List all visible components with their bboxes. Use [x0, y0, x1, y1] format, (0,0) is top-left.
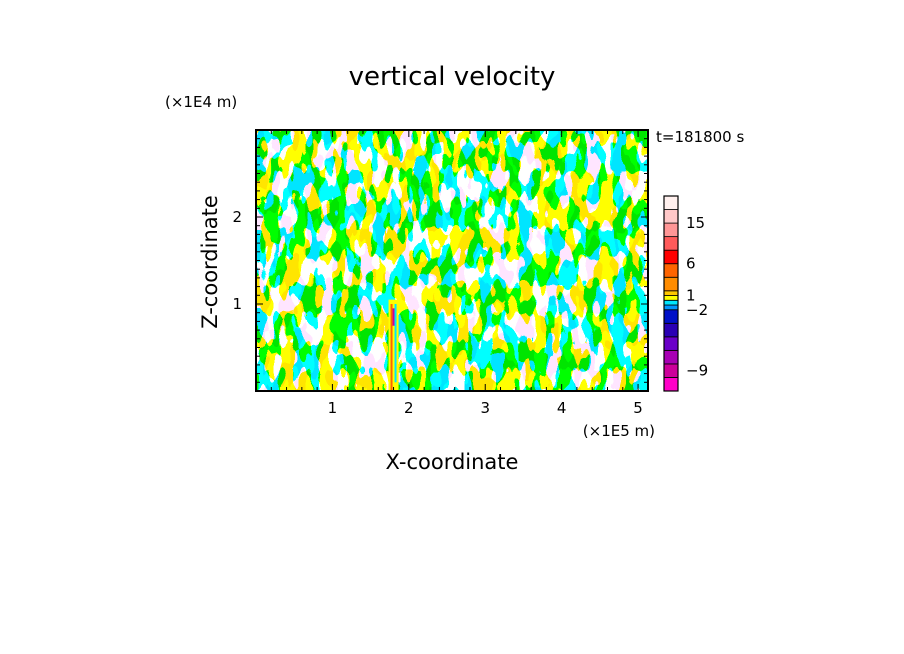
colorbar-level: [663, 336, 679, 351]
colorbar-level: [663, 263, 679, 278]
time-label: t=181800 s: [656, 128, 744, 146]
x-tick-label: 1: [328, 399, 338, 417]
colorbar-level: [663, 309, 679, 324]
y-unit-label: (×1E4 m): [165, 93, 237, 111]
y-axis-ticks: 12: [232, 138, 648, 383]
colorbar-tick-label: −9: [686, 362, 708, 380]
feature-updraft: [390, 304, 393, 391]
x-tick-label: 5: [633, 399, 643, 417]
colorbar-tick-label: 15: [686, 214, 705, 232]
feature-column: [388, 299, 399, 391]
x-tick-label: 2: [404, 399, 414, 417]
feature-core: [392, 308, 395, 326]
colorbar-frame: [663, 195, 679, 392]
colorbar-level: [663, 236, 679, 251]
colorbar-level: [663, 304, 679, 311]
colorbar: 15 6 1−2 −9: [663, 195, 708, 392]
y-tick-label: 2: [232, 208, 242, 226]
colorbar-level: [663, 363, 679, 378]
colorbar-tick-label: −2: [686, 301, 708, 319]
x-tick-label: 3: [480, 399, 490, 417]
colorbar-level: [663, 249, 679, 265]
field-pattern: [256, 130, 648, 391]
y-axis-label: Z-coordinate: [198, 195, 222, 329]
x-axis-ticks: 1 2 3 4 5: [270, 130, 643, 417]
velocity-field: [256, 130, 648, 391]
x-tick-label: 4: [557, 399, 567, 417]
colorbar-level: [663, 290, 679, 296]
colorbar-tick-label: 1: [686, 287, 696, 305]
x-axis-label: X-coordinate: [386, 450, 519, 474]
colorbar-level: [663, 377, 679, 392]
colorbar-level: [663, 195, 679, 210]
colorbar-tick-label: 6: [686, 255, 696, 273]
colorbar-level: [663, 209, 679, 224]
colorbar-level: [663, 222, 679, 238]
feature-downdraft: [394, 304, 397, 383]
colorbar-level: [663, 349, 679, 365]
colorbar-level: [663, 276, 679, 292]
colorbar-level: [663, 295, 679, 301]
colorbar-level: [663, 322, 679, 338]
colorbar-level: [663, 299, 679, 306]
y-tick-label: 1: [232, 295, 242, 313]
chart-title: vertical velocity: [349, 62, 556, 92]
x-unit-label: (×1E5 m): [583, 422, 655, 440]
